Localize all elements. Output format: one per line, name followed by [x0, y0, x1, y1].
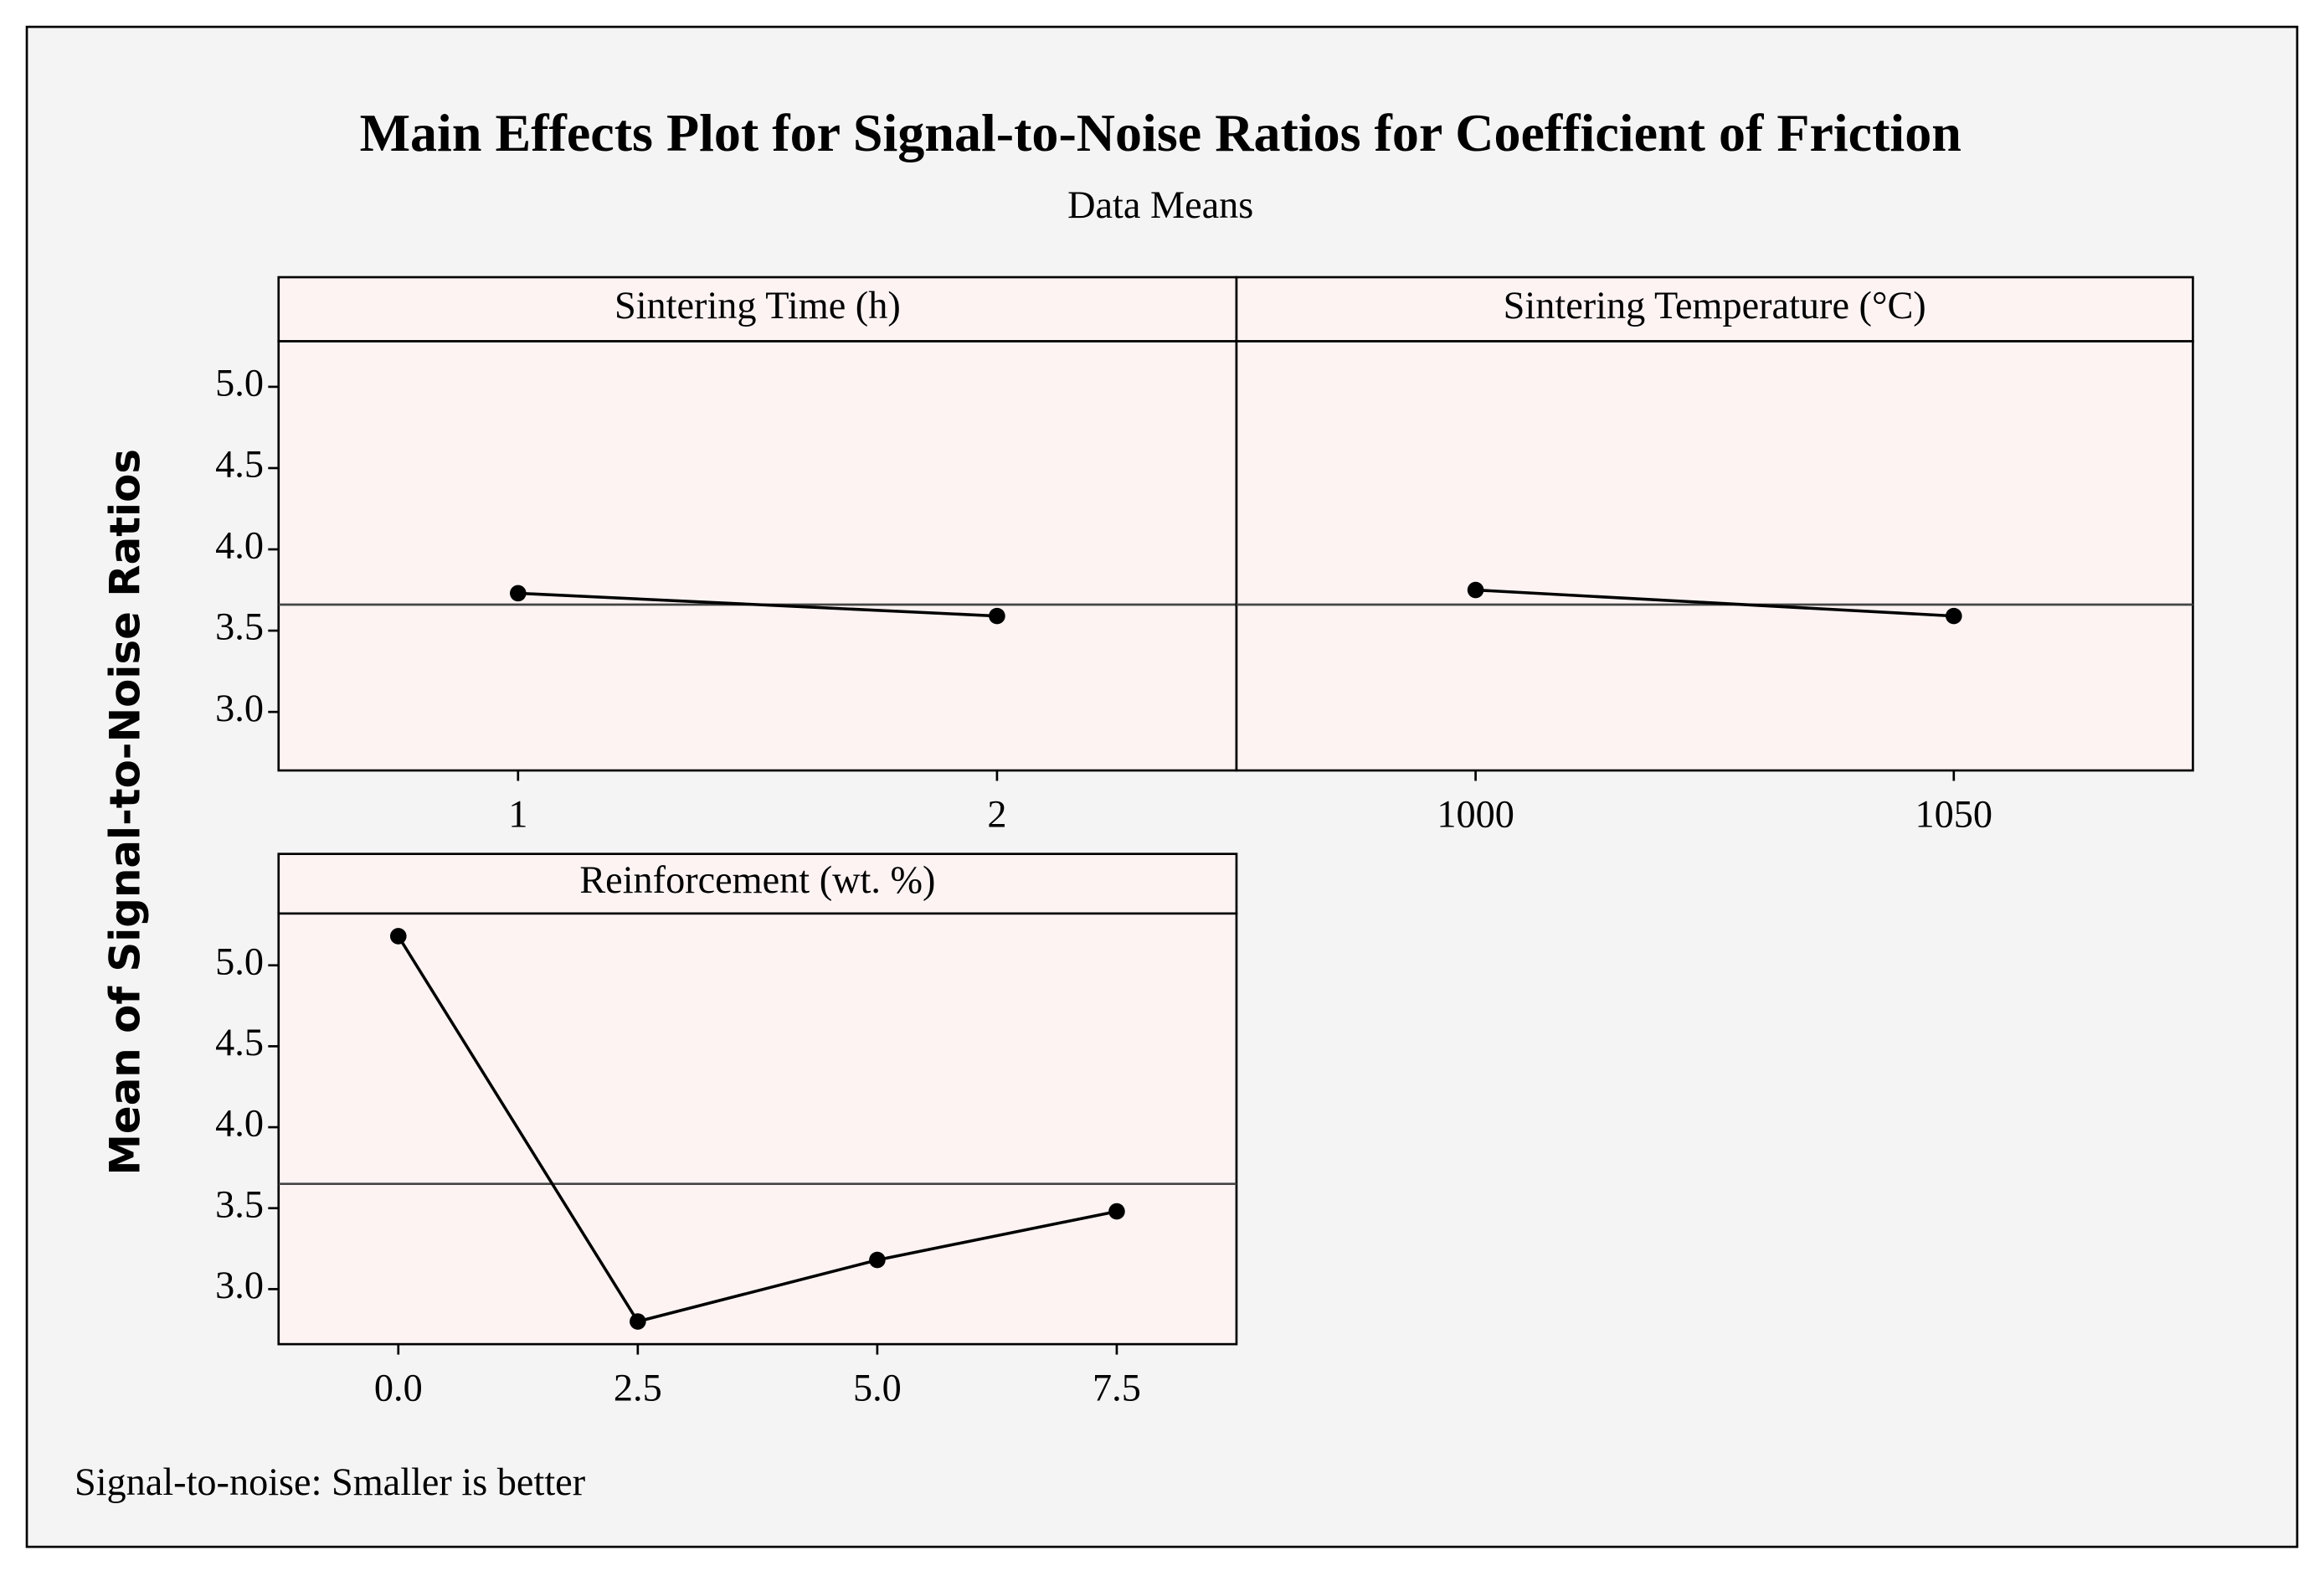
- data-point: [630, 1313, 646, 1330]
- data-point: [1946, 607, 1962, 625]
- x-tick-label: 0.0: [374, 1368, 423, 1410]
- chart-title: Main Effects Plot for Signal-to-Noise Ra…: [360, 103, 1962, 162]
- y-tick-label: 3.0: [215, 688, 264, 730]
- x-tick-label: 7.5: [1093, 1368, 1141, 1410]
- y-axis-label: Mean of Signal-to-Noise Ratios: [101, 449, 150, 1176]
- effect-line: [1475, 588, 1954, 618]
- y-tick-label: 3.5: [215, 1183, 264, 1226]
- effect-line: [517, 591, 998, 618]
- y-tick-label: 4.5: [215, 444, 264, 487]
- x-tick-label: 1000: [1437, 794, 1514, 837]
- y-tick-label: 4.0: [215, 525, 264, 568]
- panel-title: Sintering Time (h): [614, 285, 901, 327]
- effect-line: [397, 935, 1118, 1324]
- panel-header: [1235, 276, 2194, 343]
- y-tick-label: 3.0: [215, 1265, 264, 1307]
- y-tick-label: 3.5: [215, 606, 264, 649]
- y-tick-label: 4.5: [215, 1022, 264, 1064]
- y-tick-label: 5.0: [215, 362, 264, 404]
- plot-area: [277, 912, 1238, 1346]
- x-tick-label: 2.5: [614, 1368, 662, 1410]
- data-point: [510, 585, 527, 602]
- x-tick-label: 1050: [1915, 794, 1993, 837]
- data-point: [1467, 581, 1484, 599]
- data-point: [1108, 1203, 1125, 1220]
- panel-title: Reinforcement (wt. %): [579, 859, 935, 902]
- x-tick-label: 5.0: [853, 1368, 902, 1410]
- panel-header: [277, 852, 1238, 915]
- x-tick-label: 1: [508, 794, 527, 837]
- plot-area: [1235, 340, 2194, 772]
- y-tick-label: 4.0: [215, 1103, 264, 1146]
- x-tick-label: 2: [987, 794, 1006, 837]
- panel-header: [277, 276, 1238, 343]
- data-point: [869, 1251, 886, 1269]
- data-point: [989, 607, 1005, 625]
- panel-title: Sintering Temperature (°C): [1504, 285, 1926, 327]
- y-tick-label: 5.0: [215, 940, 264, 983]
- note: Signal-to-noise: Smaller is better: [75, 1461, 585, 1504]
- plot-area: [277, 340, 1238, 772]
- data-point: [390, 928, 407, 945]
- chart-subtitle: Data Means: [1067, 184, 1253, 227]
